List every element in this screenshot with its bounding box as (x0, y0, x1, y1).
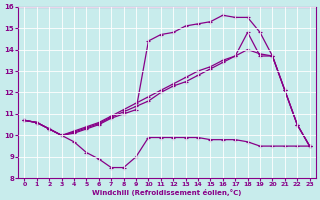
X-axis label: Windchill (Refroidissement éolien,°C): Windchill (Refroidissement éolien,°C) (92, 189, 242, 196)
